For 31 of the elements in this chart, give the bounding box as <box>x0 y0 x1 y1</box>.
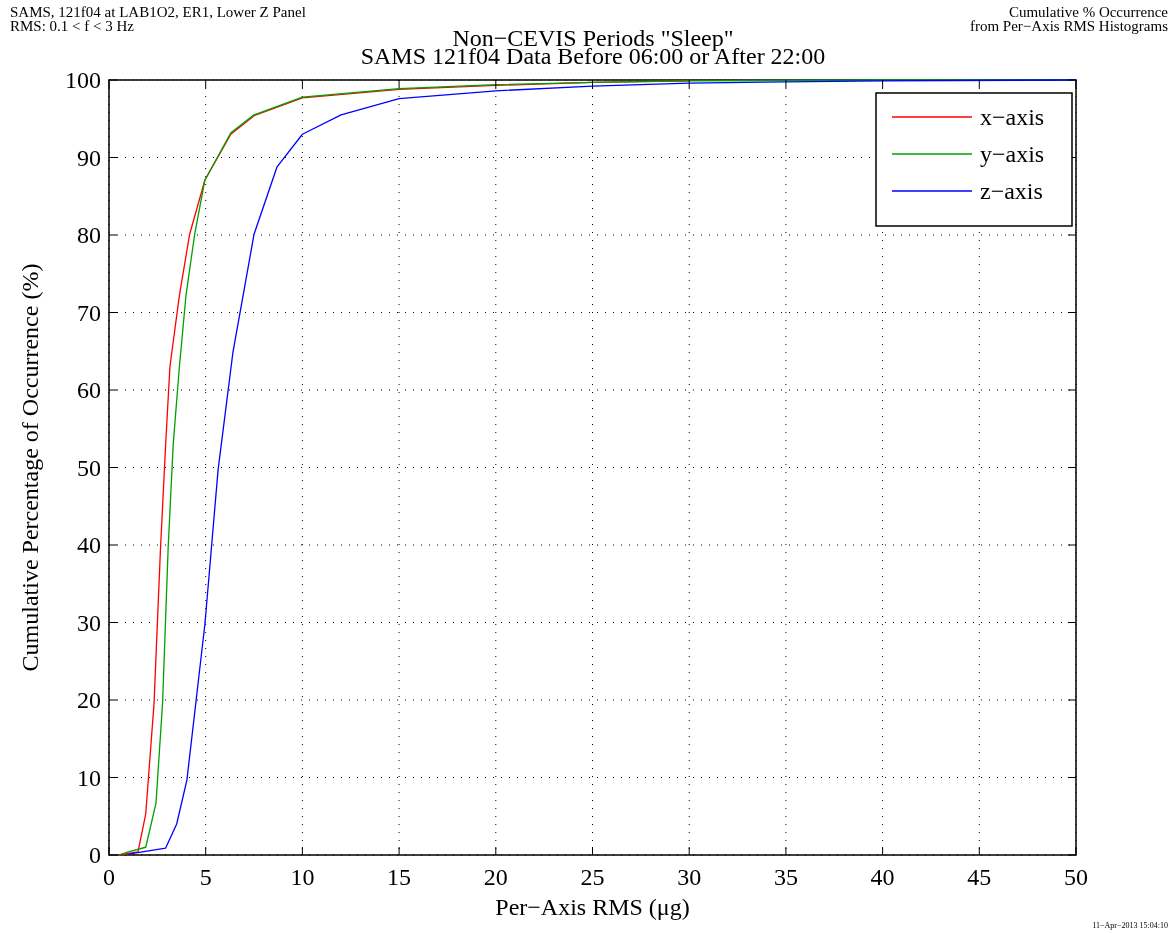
x-tick-label: 10 <box>290 864 315 890</box>
legend-label: y−axis <box>980 141 1045 168</box>
y-tick-label: 10 <box>77 764 101 791</box>
y-tick-label: 100 <box>65 67 101 94</box>
text: RMS: 0.1 < f < 3 Hz <box>10 18 135 34</box>
text: Cumulative % Occurrence <box>1008 4 1169 20</box>
y-tick-label: 70 <box>77 299 101 326</box>
x-tick-label: 30 <box>677 864 702 890</box>
x-tick-label: 15 <box>387 864 412 890</box>
y-tick-label: 90 <box>77 144 101 171</box>
x-tick-label: 50 <box>1064 864 1088 890</box>
y-tick-label: 30 <box>77 609 101 636</box>
text: from Per−Axis RMS Histograms <box>969 18 1169 34</box>
x-tick-label: 40 <box>870 864 895 890</box>
x-tick-label: 20 <box>483 864 508 890</box>
text: SAMS, 121f04 at LAB1O2, ER1, Lower Z Panel <box>10 4 306 20</box>
y-tick-label: 80 <box>77 222 101 249</box>
x-tick-label: 5 <box>199 864 212 890</box>
text: 11−Apr−2013 15:04:10 <box>1092 921 1168 930</box>
x-tick-label: 25 <box>580 864 605 890</box>
y-tick-label: 60 <box>77 377 101 404</box>
y-axis-title: Cumulative Percentage of Occurrence (%) <box>17 263 43 672</box>
y-tick-label: 50 <box>77 454 101 481</box>
legend-label: x−axis <box>980 104 1045 131</box>
y-tick-label: 0 <box>89 842 101 869</box>
x-tick-label: 45 <box>967 864 992 890</box>
legend-label: z−axis <box>980 178 1043 205</box>
x-tick-label: 35 <box>773 864 798 890</box>
y-tick-label: 20 <box>77 687 101 714</box>
y-tick-label: 40 <box>77 532 101 559</box>
x-axis-title: Per−Axis RMS (μg) <box>495 894 690 920</box>
